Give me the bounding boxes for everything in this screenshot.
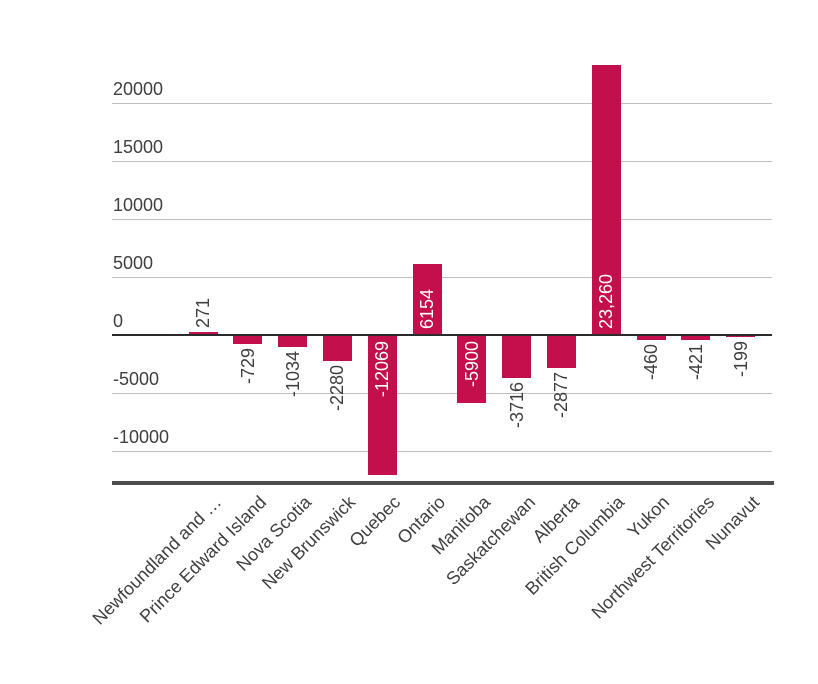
bar <box>502 335 532 379</box>
bar-value-label: 6154 <box>417 288 437 329</box>
bar-value-label: -3716 <box>506 382 527 429</box>
y-gridline <box>112 161 772 162</box>
y-tick-label: 5000 <box>113 253 154 273</box>
bar <box>233 335 263 344</box>
bar <box>726 335 756 338</box>
bar <box>278 335 308 347</box>
bar-value-label: -2877 <box>551 372 572 419</box>
bar <box>591 65 621 335</box>
bar-value-label: -12069 <box>372 341 393 398</box>
bar-value-label: 23,260 <box>596 273 617 329</box>
bar-value-label: -1034 <box>282 351 303 398</box>
bar-value-label: -421 <box>685 343 706 380</box>
bar-value-label: -5900 <box>461 341 482 388</box>
bar <box>188 331 218 335</box>
y-gridline <box>112 451 772 452</box>
y-tick-label: 10000 <box>113 195 164 215</box>
y-gridline <box>112 393 772 394</box>
bar <box>636 335 666 341</box>
bar-value-label: -199 <box>730 341 751 378</box>
bar-value-label: -729 <box>237 347 258 384</box>
y-tick-label: -10000 <box>113 427 170 447</box>
bar <box>367 335 397 475</box>
y-tick-label: 0 <box>113 311 124 331</box>
y-gridline <box>112 103 772 104</box>
bar <box>412 263 442 335</box>
zero-axis-line <box>112 334 772 336</box>
bar-value-label: -460 <box>641 344 661 381</box>
y-gridline <box>112 277 772 278</box>
bar-value-label: -2280 <box>327 365 348 412</box>
y-gridline <box>112 219 772 220</box>
y-tick-label: 15000 <box>113 137 164 157</box>
bar <box>681 335 711 340</box>
bar-value-label: 271 <box>193 297 213 328</box>
y-tick-label: 20000 <box>113 79 164 99</box>
chart-bottom-border <box>112 481 774 485</box>
bar <box>457 335 487 404</box>
y-tick-label: -5000 <box>113 369 160 389</box>
bar <box>546 335 576 369</box>
bar <box>322 335 352 362</box>
